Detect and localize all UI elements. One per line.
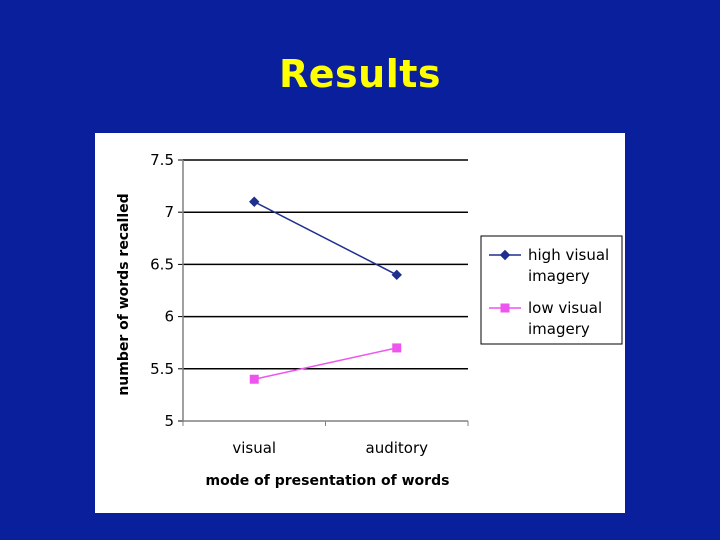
slide-title: Results — [278, 52, 441, 96]
y-tick-label: 6.5 — [150, 255, 174, 273]
x-axis-title: mode of presentation of words — [206, 473, 450, 489]
y-axis-title: number of words recalled — [116, 193, 132, 395]
chart-panel: 7.5 7 6.5 6 5.5 5 visual auditory mode of presen… — [95, 133, 625, 513]
data-point-series-1 — [249, 196, 260, 207]
x-tick-label: auditory — [366, 439, 429, 457]
y-tick-label: 7 — [164, 203, 174, 221]
y-tick-label: 6 — [164, 308, 174, 326]
series-line-1 — [253, 201, 398, 276]
legend-label: low visual imagery — [528, 299, 602, 338]
y-tick-label: 5.5 — [150, 360, 174, 378]
legend-label: high visual imagery — [528, 246, 609, 285]
data-point-series-1 — [391, 269, 402, 281]
line-chart: 7.5 7 6.5 6 5.5 5 visual auditory mode of presen… — [116, 151, 623, 489]
legend-swatch-marker — [499, 249, 511, 261]
y-tick-label: 7.5 — [150, 151, 174, 169]
y-tick-label: 5 — [164, 412, 174, 430]
x-tick-label: visual — [232, 439, 276, 457]
data-point-series-2 — [249, 374, 259, 384]
legend-swatch-marker — [500, 303, 510, 313]
series-line-2 — [254, 347, 397, 380]
data-point-series-2 — [392, 343, 402, 353]
